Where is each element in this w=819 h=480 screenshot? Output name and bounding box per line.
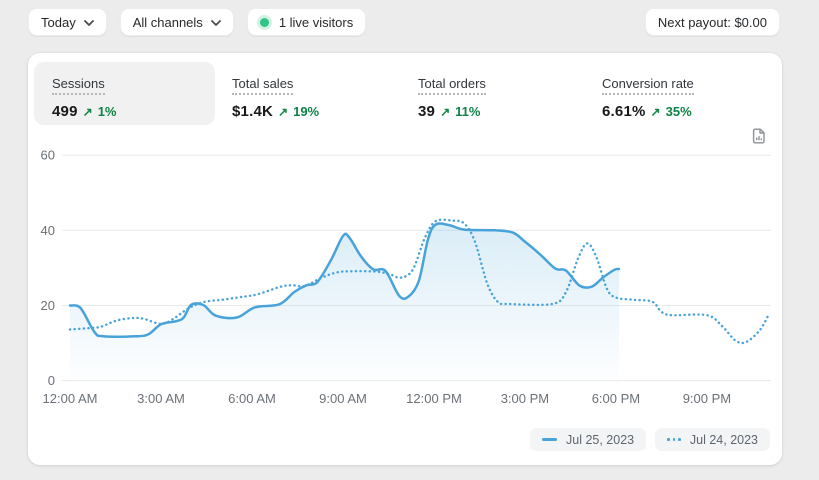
metric-value-row: 39 ↗ 11% — [418, 103, 486, 120]
live-visitor-dot-icon — [259, 17, 269, 27]
metric-value-row: 499 ↗ 1% — [52, 103, 197, 120]
increase-arrow-icon: ↗ — [440, 104, 451, 119]
metric-label: Total sales — [232, 76, 294, 95]
metric-delta: 19% — [293, 104, 320, 119]
metric-label: Sessions — [52, 76, 105, 95]
metric-tab-sessions[interactable]: Sessions 499 ↗ 1% — [34, 62, 215, 125]
x-axis-label: 3:00 AM — [137, 391, 185, 406]
metric-tab-conversion-rate[interactable]: Conversion rate 6.61% ↗ 35% — [602, 75, 694, 120]
y-axis-label: 60 — [41, 148, 55, 163]
legend-item-jul-25[interactable]: Jul 25, 2023 — [530, 428, 647, 451]
channel-filter-label: All channels — [132, 14, 203, 30]
analytics-card: Sessions 499 ↗ 1% Total sales $1.4K ↗ 19… — [28, 53, 782, 465]
metric-value-row: $1.4K ↗ 19% — [232, 103, 319, 120]
metric-value: 39 — [418, 103, 436, 120]
increase-arrow-icon: ↗ — [82, 104, 93, 119]
x-axis-label: 9:00 AM — [319, 391, 367, 406]
next-payout-button[interactable]: Next payout: $0.00 — [644, 8, 780, 36]
channel-filter-button[interactable]: All channels — [119, 8, 234, 36]
live-visitors-chip[interactable]: 1 live visitors — [246, 8, 367, 36]
legend-label: Jul 24, 2023 — [689, 432, 758, 447]
metric-label: Total orders — [418, 76, 486, 95]
legend-item-jul-24[interactable]: Jul 24, 2023 — [655, 428, 770, 451]
chart-legend: Jul 25, 2023 Jul 24, 2023 — [530, 428, 770, 451]
series-line-jul-24-2023 — [68, 218, 771, 345]
x-axis-label: 6:00 PM — [592, 391, 640, 406]
metric-value: 6.61% — [602, 103, 646, 120]
next-payout-label: Next payout: $0.00 — [657, 14, 767, 30]
x-axis-label: 6:00 AM — [228, 391, 276, 406]
metric-label: Conversion rate — [602, 76, 694, 95]
chevron-down-icon — [210, 19, 221, 26]
series-line-jul-25-2023 — [68, 222, 621, 338]
increase-arrow-icon: ↗ — [278, 104, 289, 119]
series-area-fill — [70, 223, 619, 381]
y-axis-label: 40 — [41, 223, 55, 238]
dotted-line-swatch-icon — [667, 438, 681, 441]
date-range-label: Today — [41, 14, 76, 30]
metric-value-row: 6.61% ↗ 35% — [602, 103, 694, 120]
y-axis-label: 20 — [41, 298, 55, 313]
x-axis-label: 12:00 PM — [406, 391, 462, 406]
metric-delta: 1% — [97, 104, 117, 119]
x-axis-label: 3:00 PM — [501, 391, 549, 406]
sessions-line-chart[interactable]: 0 20 40 60 12:00 AM 3:00 AM 6:00 AM 9:00 AM 12:0… — [28, 143, 782, 415]
increase-arrow-icon: ↗ — [650, 104, 661, 119]
y-axis-label: 0 — [48, 373, 55, 388]
x-axis-label: 9:00 PM — [683, 391, 731, 406]
metric-delta: 11% — [455, 104, 481, 119]
legend-label: Jul 25, 2023 — [566, 432, 635, 447]
solid-line-swatch-icon — [542, 438, 557, 441]
top-bar: Today All channels 1 live visitors Next … — [0, 0, 819, 36]
live-visitors-label: 1 live visitors — [278, 14, 354, 30]
report-icon[interactable] — [750, 127, 768, 145]
metric-tab-total-orders[interactable]: Total orders 39 ↗ 11% — [418, 75, 486, 120]
metric-tab-total-sales[interactable]: Total sales $1.4K ↗ 19% — [232, 75, 319, 120]
metric-value: $1.4K — [232, 103, 274, 120]
metric-delta: 35% — [665, 104, 692, 119]
chevron-down-icon — [83, 19, 94, 26]
date-range-button[interactable]: Today — [28, 8, 107, 36]
metric-value: 499 — [52, 103, 78, 120]
x-axis-label: 12:00 AM — [43, 391, 98, 406]
